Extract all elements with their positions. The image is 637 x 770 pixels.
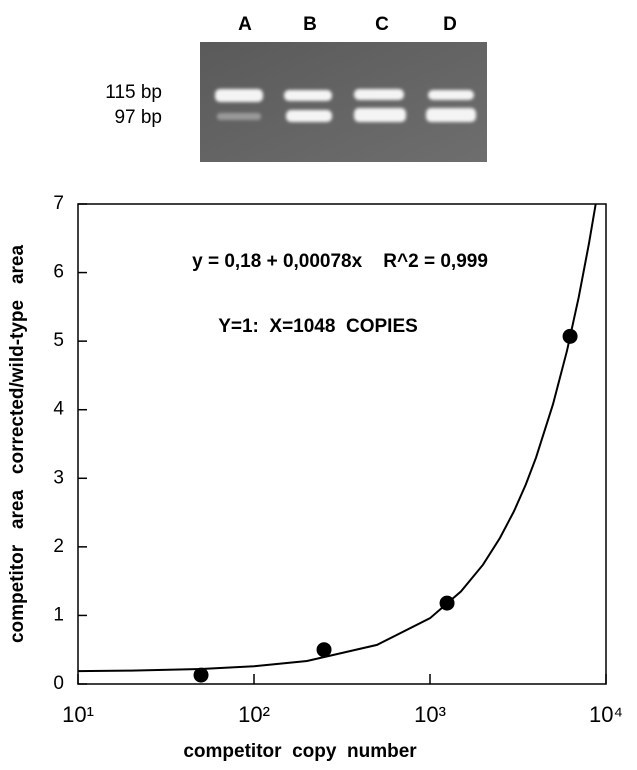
lane-label: B [303, 14, 317, 35]
data-point [317, 642, 332, 657]
x-tick-label: 10² [238, 702, 270, 727]
y-tick-label: 4 [53, 399, 64, 420]
y-tick-label: 0 [53, 673, 64, 694]
y-tick-label: 6 [53, 262, 64, 283]
x-tick-label: 10¹ [62, 702, 94, 727]
y-tick-label: 5 [53, 330, 64, 351]
gel: A B C D 115 bp 97 bp [105, 14, 487, 162]
y-axis-label: competitor area corrected/wild-type area [7, 245, 28, 644]
x-axis-label: competitor copy number [183, 741, 417, 762]
plot-frame [78, 204, 606, 684]
x-tick-label: 10³ [414, 702, 446, 727]
y-tick-label: 1 [53, 604, 64, 625]
figure: A B C D 115 bp 97 bp y = 0,18 + 0,00078x… [0, 0, 637, 770]
data-point [194, 668, 209, 683]
y-tick-label: 7 [53, 193, 64, 214]
lane-label: D [443, 14, 457, 35]
annotation: Y=1: X=1048 COPIES [218, 316, 418, 337]
data-point [440, 596, 455, 611]
lane-label: C [375, 14, 389, 35]
band-label: 97 bp [114, 107, 162, 128]
lane-label: A [238, 14, 252, 35]
y-tick-label: 2 [53, 536, 64, 557]
y-tick-label: 3 [53, 467, 64, 488]
data-point [563, 329, 578, 344]
band-label: 115 bp [105, 82, 162, 103]
x-tick-label: 10⁴ [589, 702, 623, 727]
fit-line [78, 204, 596, 671]
annotation: y = 0,18 + 0,00078x R^2 = 0,999 [192, 251, 488, 272]
